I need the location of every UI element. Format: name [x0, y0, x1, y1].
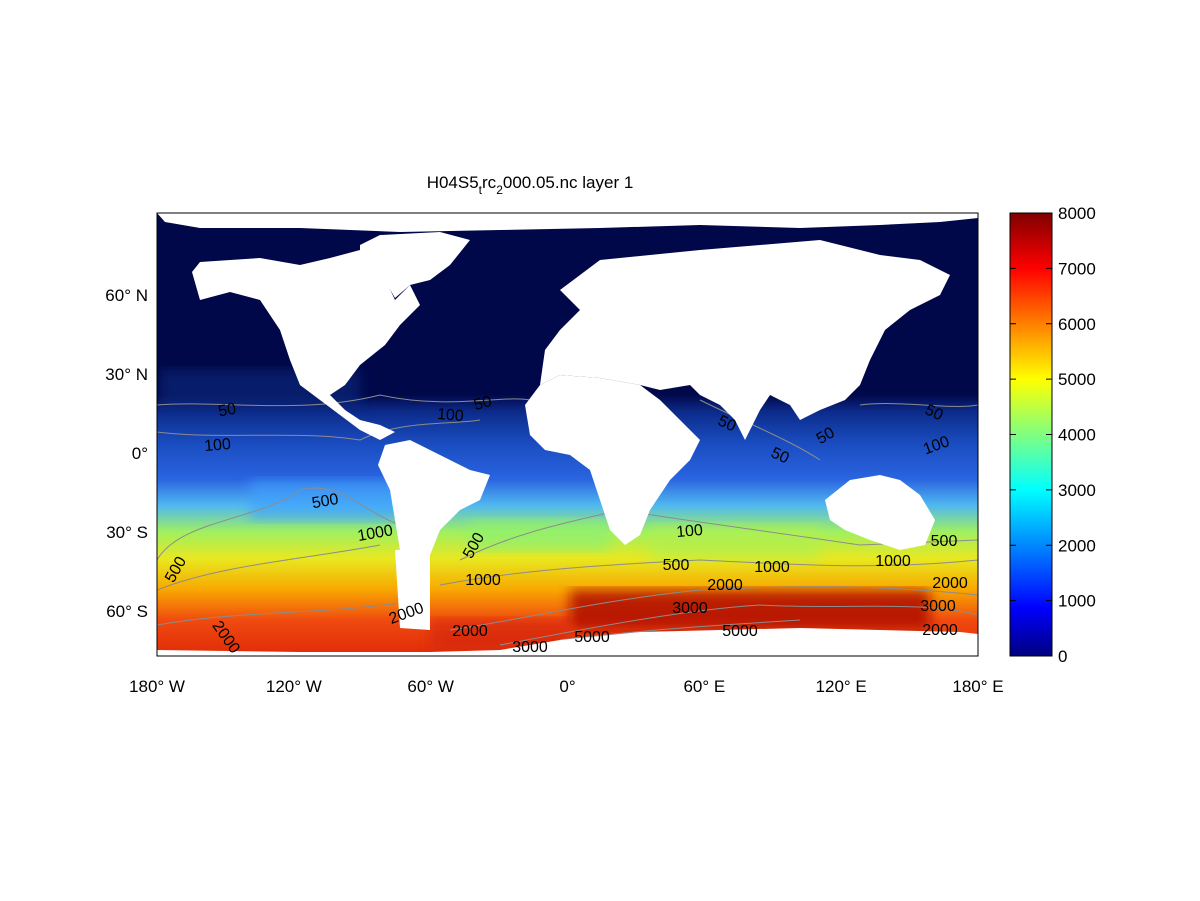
colorbar-tick-label: 1000 — [1058, 592, 1096, 611]
contour-label: 2000 — [452, 623, 488, 640]
australia — [825, 475, 935, 550]
x-tick-label: 60° W — [407, 677, 453, 696]
contour-label: 50 — [768, 444, 791, 467]
y-tick-label: 30° N — [105, 365, 148, 384]
y-axis: 60° N 30° N 0° 30° S 60° S — [105, 286, 148, 621]
contour-labels: 50 100 100 50 50 50 50 50 100 500 1000 500 500 1000 10… — [162, 393, 968, 656]
contour-label: 3000 — [672, 600, 708, 617]
antarctica — [157, 628, 978, 656]
contour-label: 1000 — [356, 522, 394, 545]
y-tick-label: 0° — [132, 444, 148, 463]
x-tick-label: 120° W — [266, 677, 322, 696]
colorbar-tick-label: 3000 — [1058, 481, 1096, 500]
contour-label: 50 — [814, 424, 838, 448]
colorbar-ticks: 0 1000 2000 3000 4000 5000 6000 7000 8000 — [1010, 204, 1096, 666]
contour-5000 — [559, 619, 801, 641]
eurasia — [540, 240, 950, 440]
land — [157, 213, 978, 656]
x-tick-label: 180° W — [129, 677, 185, 696]
field-patch — [470, 520, 610, 550]
contour-label: 1000 — [465, 572, 501, 589]
x-tick-label: 60° E — [683, 677, 725, 696]
antarctic-peninsula — [395, 548, 430, 630]
contour-label: 500 — [311, 491, 340, 512]
contour-1000-south — [439, 559, 978, 586]
contour-2000-south — [449, 586, 978, 631]
x-tick-label: 120° E — [816, 677, 867, 696]
contour-label: 500 — [931, 533, 958, 550]
contour-label: 5000 — [722, 623, 758, 640]
y-tick-label: 60° N — [105, 286, 148, 305]
contour-label: 500 — [663, 557, 690, 574]
africa — [525, 375, 700, 545]
contour-label: 1000 — [754, 559, 790, 576]
greenland — [360, 232, 470, 298]
colorbar-gradient — [1009, 212, 1053, 657]
contour-label: 2000 — [932, 575, 968, 592]
contour-3000 — [499, 604, 978, 646]
contour-lines — [157, 394, 978, 646]
contour-label: 2000 — [707, 577, 743, 594]
colorbar-tick-label: 7000 — [1058, 259, 1096, 278]
contour-500 — [157, 487, 401, 561]
contour-label: 100 — [204, 436, 232, 455]
x-axis: 180° W 120° W 60° W 0° 60° E 120° E 180° E — [129, 677, 1004, 696]
contour-50 — [157, 394, 531, 407]
contour-label: 3000 — [512, 639, 548, 656]
contour-label: 100 — [676, 522, 704, 541]
colorbar-tick-label: 0 — [1058, 647, 1067, 666]
y-tick-label: 60° S — [106, 602, 148, 621]
y-tick-label: 30° S — [106, 523, 148, 542]
colorbar-tick-label: 4000 — [1058, 426, 1096, 445]
colorbar-tick-label: 5000 — [1058, 370, 1096, 389]
contour-1000 — [157, 544, 381, 591]
chart-title: H04S5trc2000.05.nc layer 1 — [427, 173, 634, 197]
colorbar-tick-label: 2000 — [1058, 536, 1096, 555]
colorbar: 0 1000 2000 3000 4000 5000 6000 7000 8000 — [1009, 204, 1096, 666]
arctic-edge — [157, 213, 978, 232]
contour-label: 3000 — [920, 598, 956, 615]
colorbar-tick-label: 6000 — [1058, 315, 1096, 334]
contour-label: 2000 — [922, 622, 958, 639]
map-area: 50 100 100 50 50 50 50 50 100 500 1000 500 500 1000 10… — [157, 213, 978, 656]
contour-label: 50 — [922, 401, 945, 424]
contour-label: 5000 — [574, 629, 610, 646]
x-tick-label: 180° E — [952, 677, 1003, 696]
north-america — [192, 250, 420, 440]
contour-label: 50 — [715, 412, 738, 435]
contour-2000 — [157, 599, 421, 626]
x-tick-label: 0° — [559, 677, 575, 696]
contour-50 — [699, 399, 978, 461]
field-patch — [650, 525, 820, 560]
map-frame — [156, 212, 979, 657]
contour-label: 50 — [472, 393, 494, 414]
contour-label: 100 — [436, 406, 464, 425]
contour-label: 1000 — [875, 553, 911, 570]
contour-100 — [157, 419, 481, 441]
colorbar-tick-label: 8000 — [1058, 204, 1096, 223]
contour-label: 50 — [217, 401, 238, 421]
